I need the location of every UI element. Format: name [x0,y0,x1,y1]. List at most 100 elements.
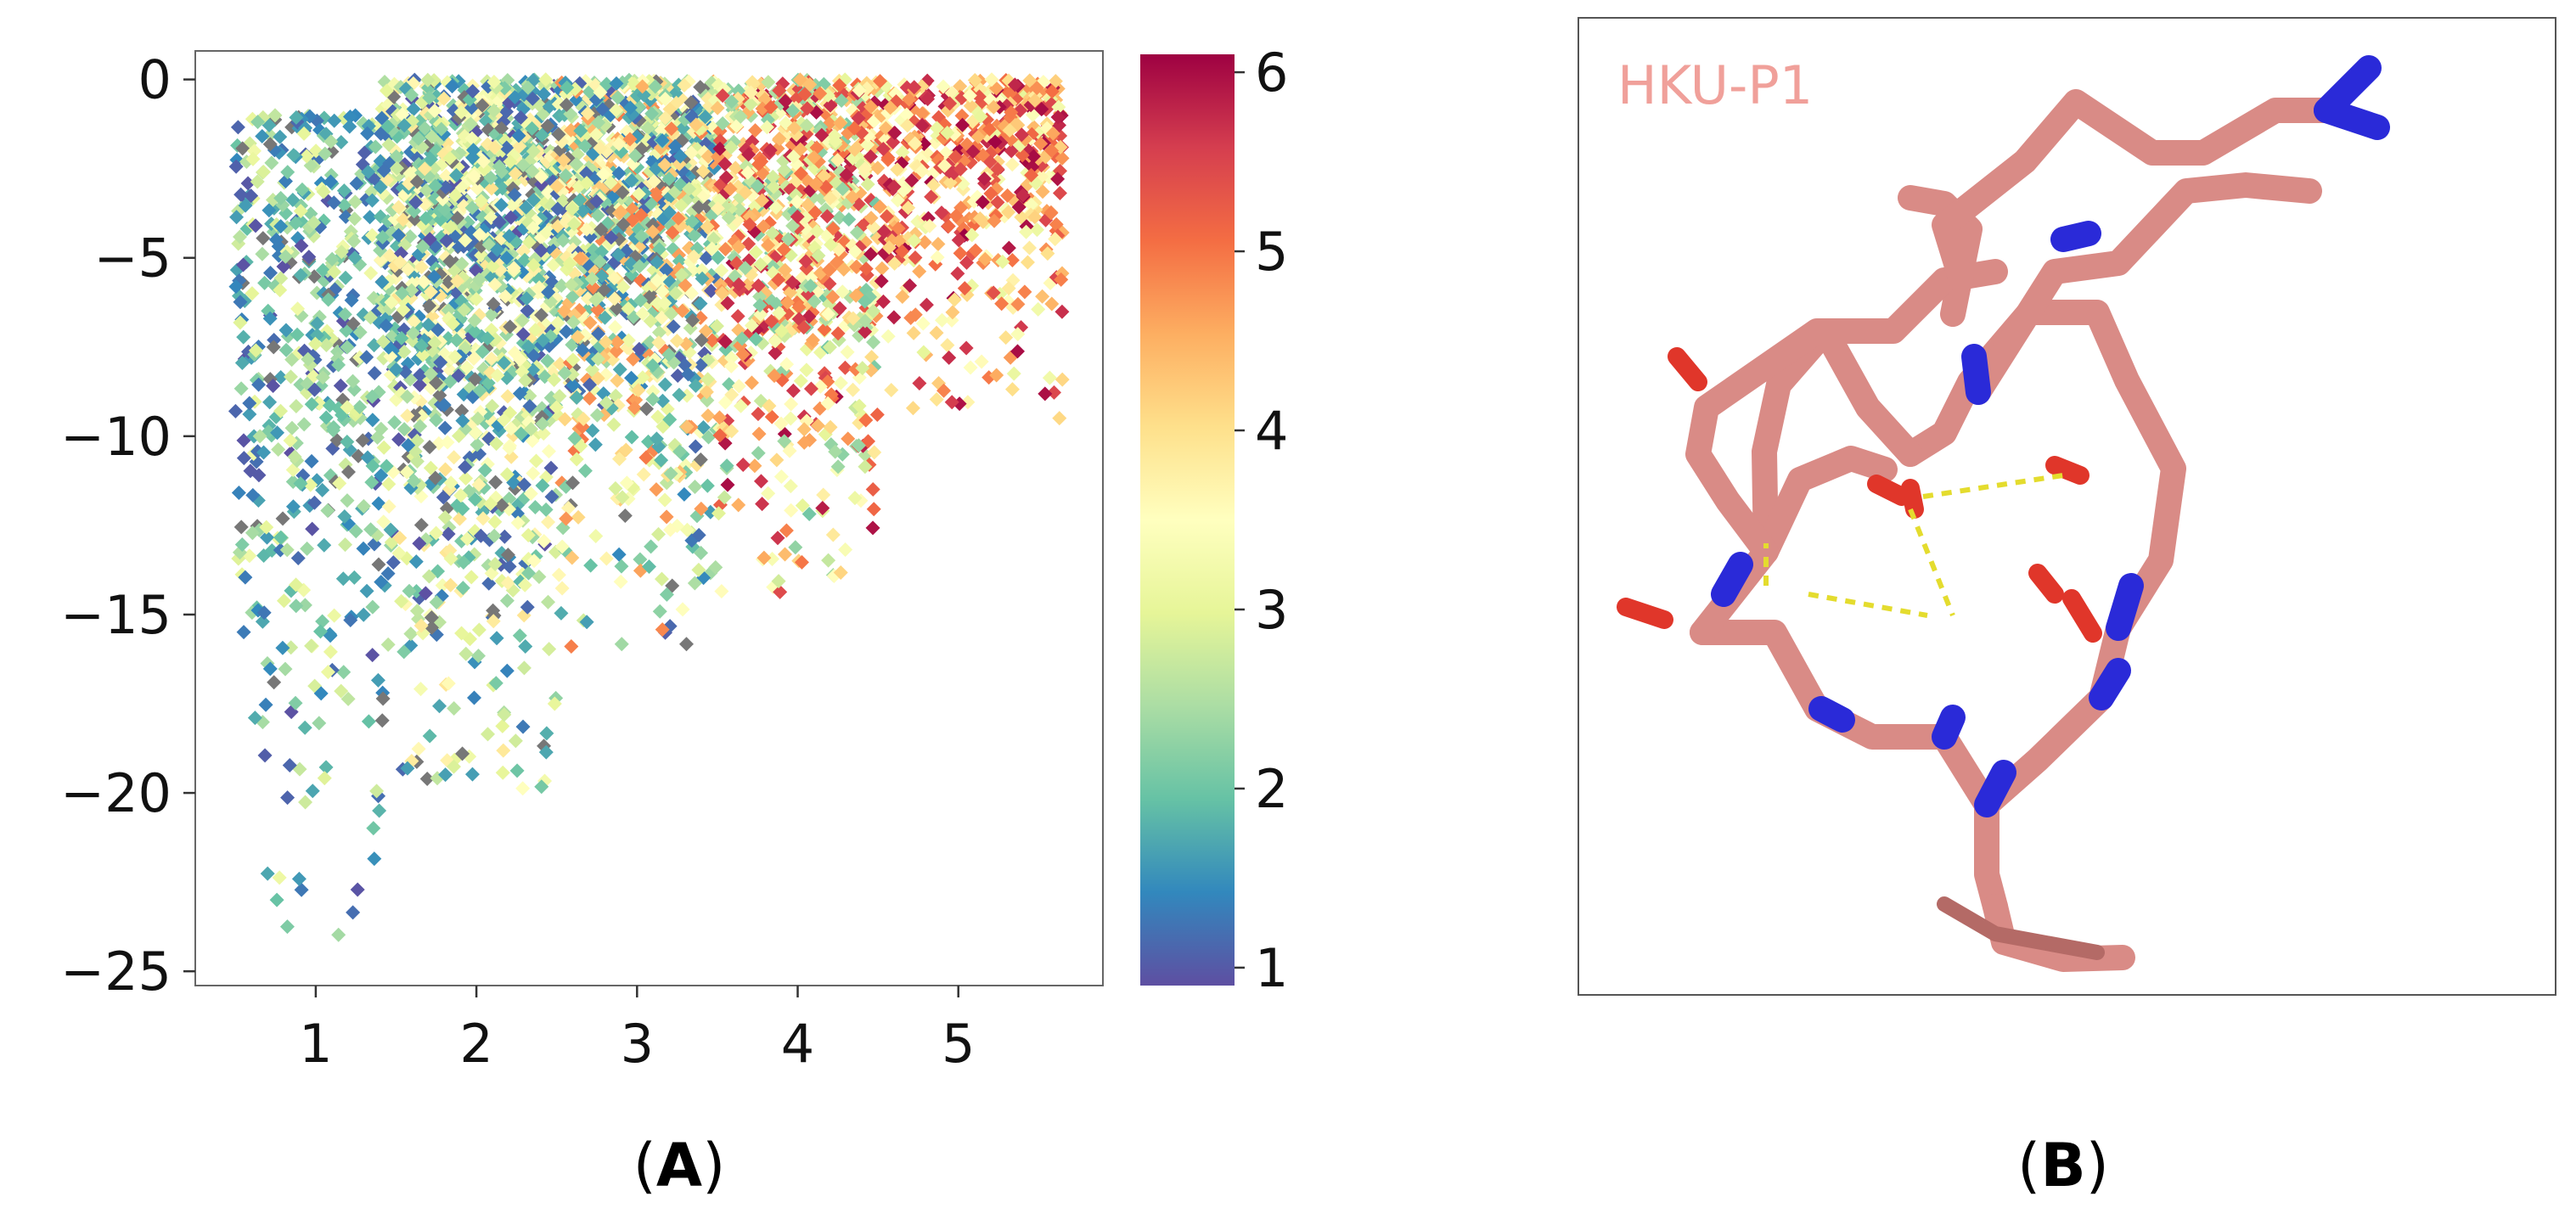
data-point [731,277,746,292]
data-point [484,351,499,367]
data-point [554,581,570,596]
data-point [357,145,372,160]
data-point [373,209,388,224]
data-point [334,683,349,699]
data-point [484,181,499,196]
data-point [705,333,720,348]
data-point [687,576,702,591]
data-point [743,85,758,100]
data-point [863,211,879,226]
data-point [608,319,623,334]
data-point [486,614,501,629]
data-point [784,503,799,518]
data-point [448,188,464,203]
data-point [231,485,246,500]
data-point [463,116,478,132]
data-point [700,372,716,387]
data-point [303,477,318,492]
data-point [948,208,964,223]
data-point [714,263,729,278]
data-point [402,166,418,181]
data-point [695,271,710,286]
data-point [700,149,716,164]
data-point [500,576,515,591]
data-point [609,103,624,118]
data-point [691,199,706,215]
data-point [935,312,950,328]
data-point [557,365,572,380]
nitrogen-atom [2314,98,2390,140]
data-point [907,233,922,249]
data-point [486,296,501,312]
data-point [368,139,383,154]
data-point [519,199,534,215]
data-point [365,458,380,474]
data-point [825,527,841,542]
data-point [527,499,543,514]
data-point [828,134,843,149]
data-point [335,571,351,587]
data-point [717,242,733,257]
data-point [455,746,470,761]
data-point [672,149,688,164]
data-point [611,166,627,181]
data-point [541,185,556,200]
data-point [289,577,304,593]
data-point [655,211,671,227]
data-point [256,231,271,246]
data-point [662,412,678,427]
data-point [783,479,798,494]
data-point [1015,188,1031,203]
data-point [650,409,666,424]
data-point [340,493,355,508]
data-point [764,314,779,329]
data-point [454,626,470,641]
data-point [559,511,574,526]
data-point [942,350,957,365]
data-point [593,140,608,155]
data-point [759,120,774,135]
data-point [244,188,259,204]
data-point [566,216,582,232]
data-point [297,598,312,613]
data-point [659,262,674,278]
data-point [340,400,355,415]
data-point [833,115,848,131]
data-point [793,166,808,181]
data-point [395,285,410,301]
data-point [1055,150,1070,166]
data-point [794,554,809,570]
data-point [1001,281,1016,296]
data-point [976,171,992,187]
data-point [512,386,527,402]
data-point [497,356,512,371]
data-point [664,121,679,137]
data-point [663,522,678,537]
data-point [514,426,529,441]
data-point [300,541,315,556]
data-point [437,510,453,525]
data-point [672,254,687,269]
nitrogen-atom [2089,658,2131,711]
data-point [655,393,670,408]
data-point [534,779,549,795]
data-point [813,86,828,101]
data-point [715,88,730,104]
data-point [250,174,265,189]
data-point [681,367,696,382]
colorbar-axis: 1 2 3 4 5 6 [1235,42,1288,999]
data-point [858,294,873,309]
data-point [776,242,791,257]
data-point [245,151,261,166]
data-point [720,295,735,311]
data-point [266,340,281,355]
data-point [729,212,745,228]
data-point [655,132,670,148]
data-point [365,413,380,428]
data-point [639,402,655,417]
data-point [900,118,915,133]
data-point [573,123,588,138]
data-point [724,94,740,110]
data-point [1052,186,1067,201]
